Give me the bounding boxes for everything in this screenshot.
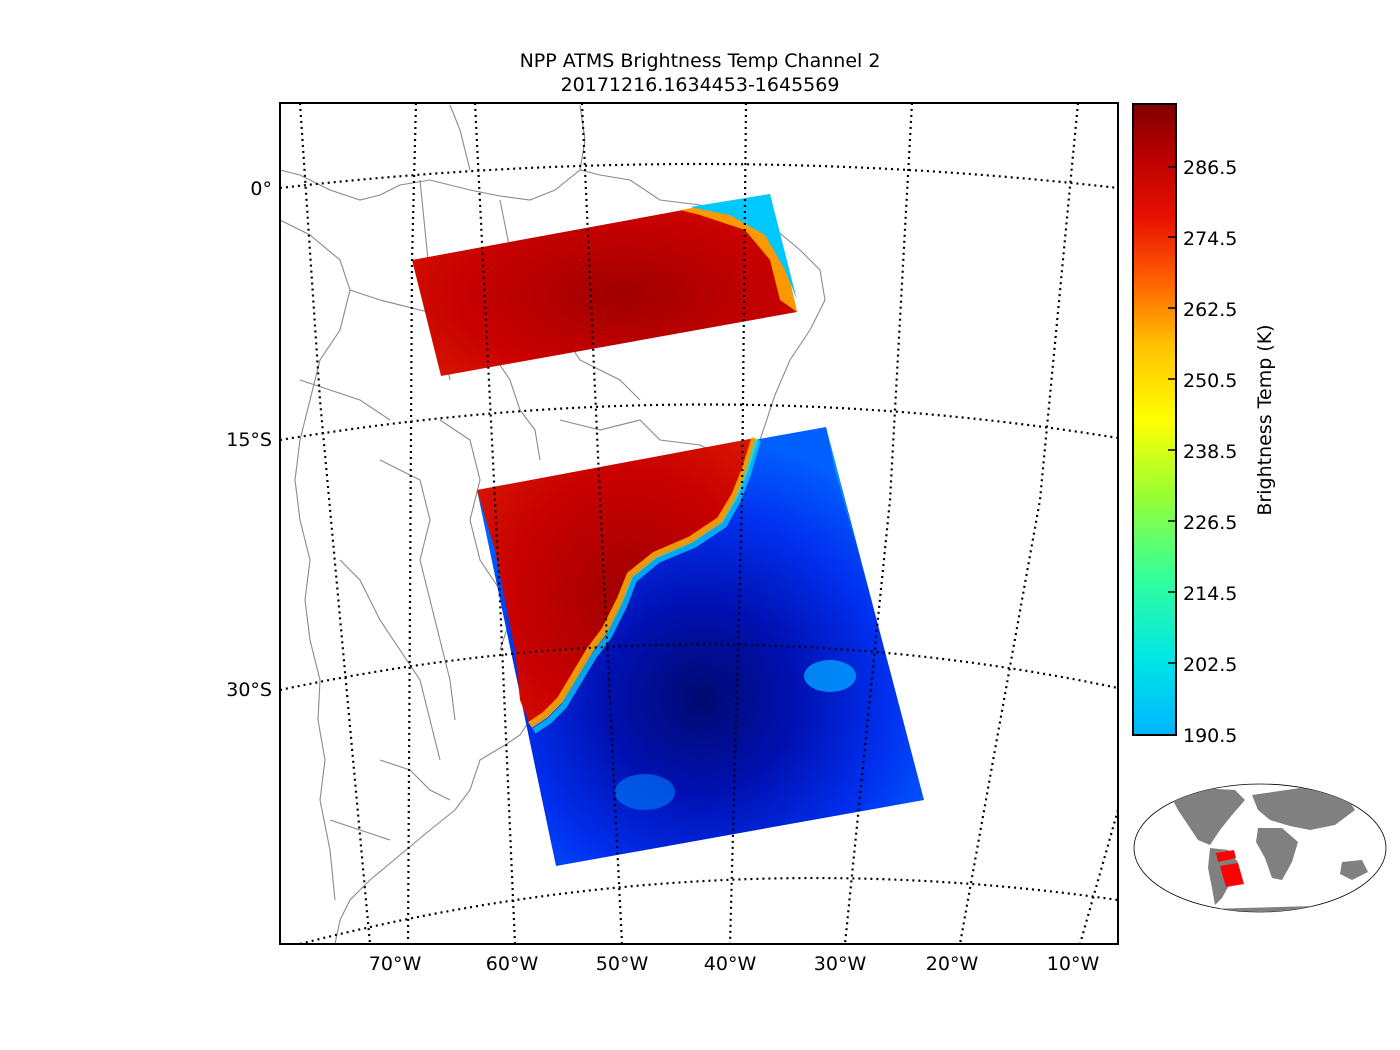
colorbar <box>1132 103 1177 736</box>
lon-label-10w: 10°W <box>1047 953 1100 975</box>
colorbar-tick-226: 226.5 <box>1183 512 1237 534</box>
colorbar-label: Brightness Temp (K) <box>1254 324 1276 515</box>
colorbar-tick-274: 274.5 <box>1183 228 1237 250</box>
lon-label-60w: 60°W <box>486 953 539 975</box>
colorbar-tick-286: 286.5 <box>1183 157 1237 179</box>
lon-label-20w: 20°W <box>926 953 979 975</box>
colorbar-tick-190: 190.5 <box>1183 725 1237 747</box>
swath-south-cold-spot <box>804 660 856 692</box>
lon-label-30w: 30°W <box>814 953 867 975</box>
lat-label-30s: 30°S <box>226 679 272 701</box>
swath-north-ocean <box>690 194 797 300</box>
chart-title: NPP ATMS Brightness Temp Channel 2 <box>520 50 881 72</box>
lat-label-0: 0° <box>250 178 272 200</box>
inset-north-america <box>1170 788 1245 845</box>
lon-label-70w: 70°W <box>369 953 422 975</box>
colorbar-ticks <box>1168 166 1176 664</box>
colorbar-tick-262: 262.5 <box>1183 299 1237 321</box>
lon-label-50w: 50°W <box>596 953 649 975</box>
colorbar-tick-238: 238.5 <box>1183 441 1237 463</box>
map-panel <box>280 103 1118 944</box>
graticule <box>280 103 1118 944</box>
swath-south-cold-spot-2 <box>615 774 675 810</box>
swath-south-cold-edge <box>826 427 880 640</box>
swath-south-coast-transition <box>528 436 759 728</box>
map-frame <box>279 102 1119 945</box>
lat-label-15s: 15°S <box>226 429 272 451</box>
inset-world-map <box>1133 783 1387 913</box>
colorbar-tick-202: 202.5 <box>1183 654 1237 676</box>
swath-south-land <box>477 438 755 725</box>
inset-australia <box>1340 860 1368 880</box>
swath-north <box>412 194 797 376</box>
colorbar-tick-250: 250.5 <box>1183 370 1237 392</box>
inset-swath-south <box>1220 863 1244 887</box>
inset-eurasia <box>1252 788 1355 830</box>
colorbar-tick-214: 214.5 <box>1183 583 1237 605</box>
chart-subtitle: 20171216.1634453-1645569 <box>561 74 840 96</box>
lon-label-40w: 40°W <box>704 953 757 975</box>
inset-swath-north <box>1216 850 1236 862</box>
inset-africa <box>1256 828 1298 880</box>
